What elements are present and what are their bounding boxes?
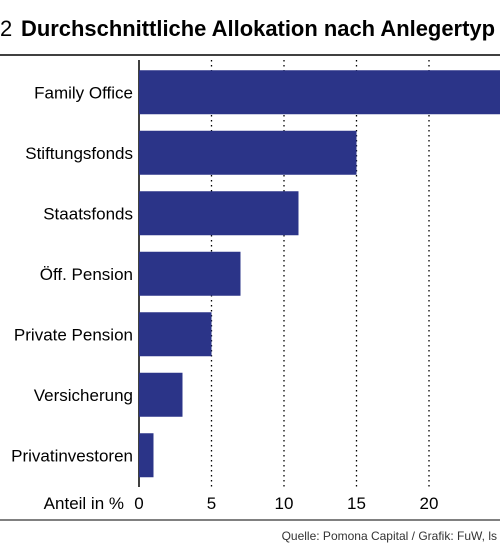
category-label-off-pension: Öff. Pension	[40, 265, 133, 284]
category-label-staatsfonds: Staatsfonds	[43, 204, 133, 223]
bar-family-office	[139, 70, 500, 115]
bar-staatsfonds	[139, 191, 299, 236]
x-tick-label-5: 5	[207, 494, 216, 513]
x-tick-label-20: 20	[420, 494, 439, 513]
x-tick-label-0: 0	[134, 494, 143, 513]
category-label-family-office: Family Office	[34, 83, 133, 102]
x-tick-label-15: 15	[347, 494, 366, 513]
bar-stiftungsfonds	[139, 130, 357, 175]
chart-title: Durchschnittliche Allokation nach Anlege…	[21, 16, 495, 41]
x-axis-label: Anteil in %	[44, 494, 124, 513]
source-note: Quelle: Pomona Capital / Grafik: FuW, ls	[282, 529, 497, 543]
figure-number: 2	[0, 16, 12, 41]
category-label-private-pension: Private Pension	[14, 325, 133, 344]
bars	[139, 70, 500, 478]
bar-private-pension	[139, 312, 212, 357]
category-label-stiftungsfonds: Stiftungsfonds	[25, 144, 133, 163]
category-label-versicherung: Versicherung	[34, 386, 133, 405]
bar-off-pension	[139, 251, 241, 296]
bar-versicherung	[139, 372, 183, 417]
category-labels: Family Office Stiftungsfonds Staatsfonds Öf…	[11, 83, 133, 465]
x-tick-label-10: 10	[275, 494, 294, 513]
bar-privatinvestoren	[139, 433, 154, 478]
category-label-privatinvestoren: Privatinvestoren	[11, 446, 133, 465]
x-tick-labels: 0 5 10 15 20	[134, 494, 438, 513]
